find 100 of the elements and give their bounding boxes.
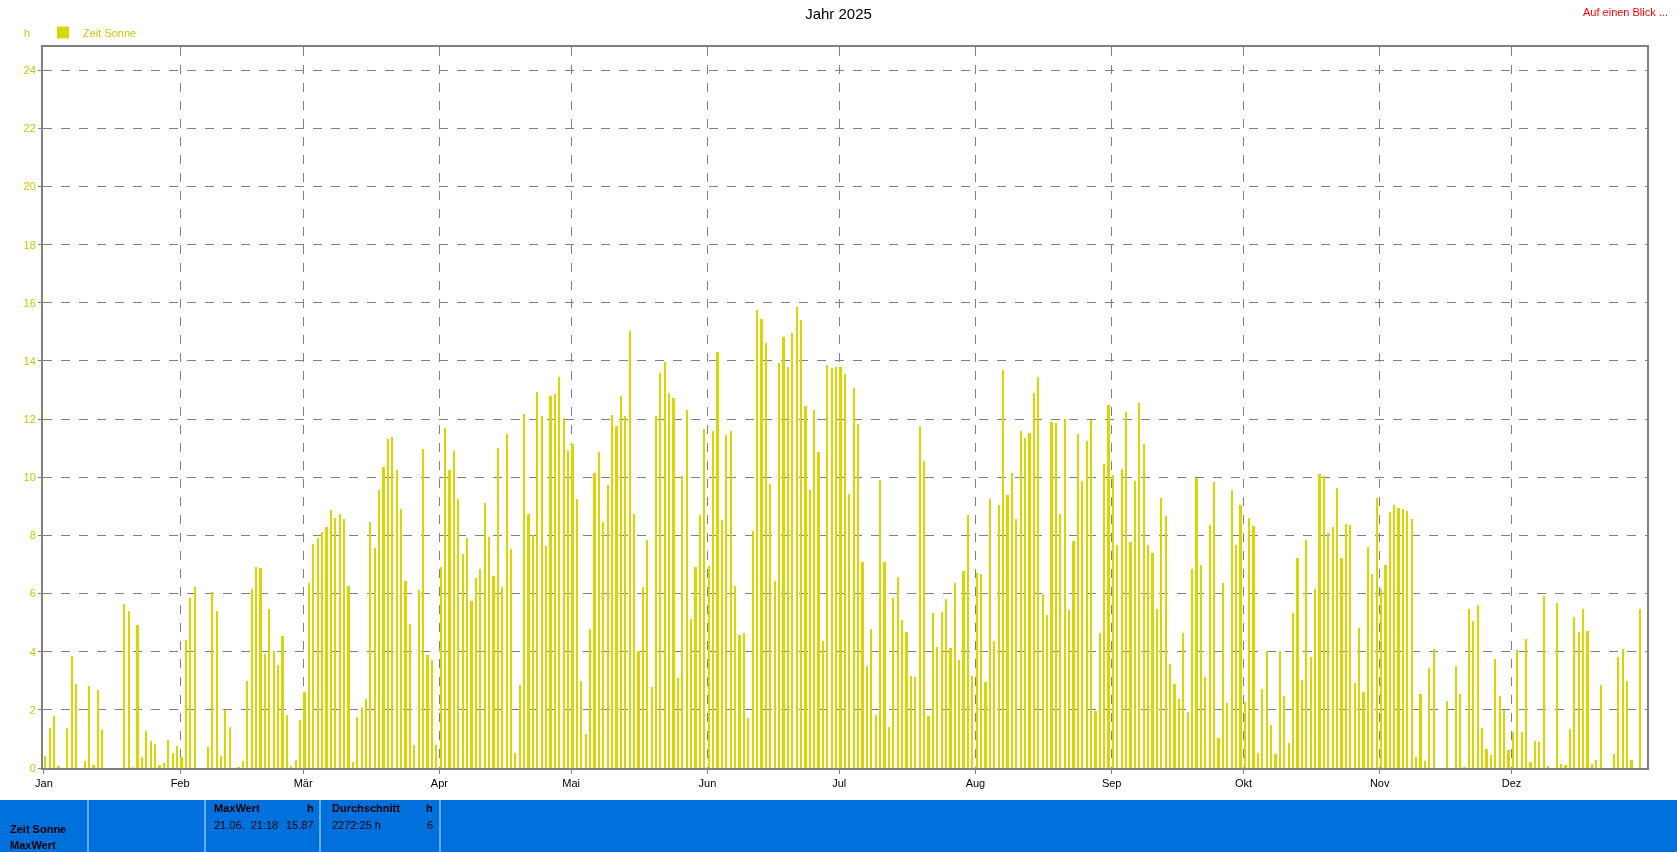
bar — [848, 494, 850, 768]
bar — [365, 699, 367, 768]
bar — [1033, 393, 1035, 768]
bar — [1578, 632, 1580, 768]
bar — [506, 434, 508, 768]
bar — [1099, 633, 1101, 768]
bar — [870, 629, 872, 768]
bar — [1037, 377, 1039, 768]
bar — [1266, 651, 1268, 768]
bar — [101, 730, 103, 768]
bar — [607, 485, 609, 768]
bar — [976, 573, 978, 768]
bar — [730, 431, 732, 768]
bar — [150, 741, 152, 768]
bar — [479, 569, 481, 768]
bar — [1028, 433, 1031, 768]
bar — [642, 587, 644, 768]
bar — [857, 424, 859, 768]
bar — [466, 538, 468, 768]
bar — [308, 583, 310, 768]
bar — [1292, 613, 1294, 768]
bar — [457, 499, 459, 768]
bar — [576, 499, 578, 768]
y-tick-label: 8 — [29, 529, 36, 542]
bar — [224, 710, 226, 768]
text: Auf einen Blick ... — [1583, 6, 1668, 18]
bar — [97, 690, 99, 768]
bar — [1336, 488, 1338, 768]
y-tick-label: 14 — [23, 354, 36, 367]
bar — [593, 473, 596, 768]
bar — [778, 363, 780, 768]
bar — [1090, 420, 1092, 768]
bar — [180, 757, 183, 768]
bar — [418, 590, 420, 768]
bar — [1217, 738, 1220, 768]
bar — [1472, 621, 1474, 768]
bar — [545, 546, 547, 768]
x-tick-label: Jul — [832, 777, 847, 790]
bar — [1310, 657, 1312, 768]
bar — [936, 647, 938, 768]
bar — [809, 490, 811, 768]
bar — [817, 452, 820, 768]
bar — [967, 515, 969, 768]
bar — [532, 535, 534, 768]
bar — [629, 331, 631, 768]
x-tick-label: Aug — [965, 777, 986, 790]
bar — [374, 548, 376, 768]
bar — [1094, 711, 1097, 768]
bar — [413, 745, 415, 768]
bar — [523, 414, 525, 768]
bar — [752, 531, 754, 768]
bar — [888, 727, 890, 768]
bar — [1428, 668, 1430, 768]
y-axis-title: h — [24, 27, 31, 39]
bar — [1543, 596, 1545, 768]
bar — [1296, 558, 1299, 768]
bar — [172, 753, 174, 768]
bar — [470, 601, 473, 768]
bar — [822, 641, 824, 768]
bar — [1393, 505, 1395, 768]
bar — [1490, 755, 1492, 768]
bar — [1455, 666, 1457, 768]
bar — [1485, 749, 1488, 768]
y-tick-label: 18 — [23, 238, 36, 251]
bar — [927, 716, 930, 768]
bar — [475, 578, 477, 768]
bar — [567, 450, 569, 768]
bar — [1512, 732, 1514, 768]
bar — [440, 567, 442, 768]
bar — [1327, 533, 1329, 768]
bar — [1086, 441, 1088, 768]
bar — [1187, 712, 1189, 768]
bar — [791, 333, 793, 768]
bar — [1002, 370, 1004, 768]
bar — [299, 720, 301, 768]
bar — [923, 461, 925, 768]
bar — [1195, 478, 1198, 768]
bar — [760, 319, 763, 768]
bar — [883, 562, 886, 768]
bar — [853, 388, 855, 768]
bar — [264, 654, 266, 768]
bar — [875, 715, 877, 768]
bar — [1529, 762, 1532, 768]
legend-label: Zeit Sonne — [83, 26, 137, 39]
bar — [1011, 473, 1013, 768]
bar — [813, 410, 815, 768]
y-tick-label: 24 — [23, 64, 36, 77]
text: Zeit Sonne — [10, 823, 67, 835]
bar — [92, 765, 95, 768]
bar — [1591, 764, 1593, 768]
bar — [49, 728, 51, 768]
bar — [1538, 742, 1540, 768]
x-tick-label: Jun — [698, 777, 717, 790]
bar — [1178, 699, 1180, 768]
bar — [1622, 649, 1624, 768]
bar — [1064, 419, 1066, 768]
bar — [1406, 511, 1408, 768]
bar — [651, 687, 653, 768]
bar — [163, 763, 165, 768]
bar — [1068, 610, 1070, 768]
